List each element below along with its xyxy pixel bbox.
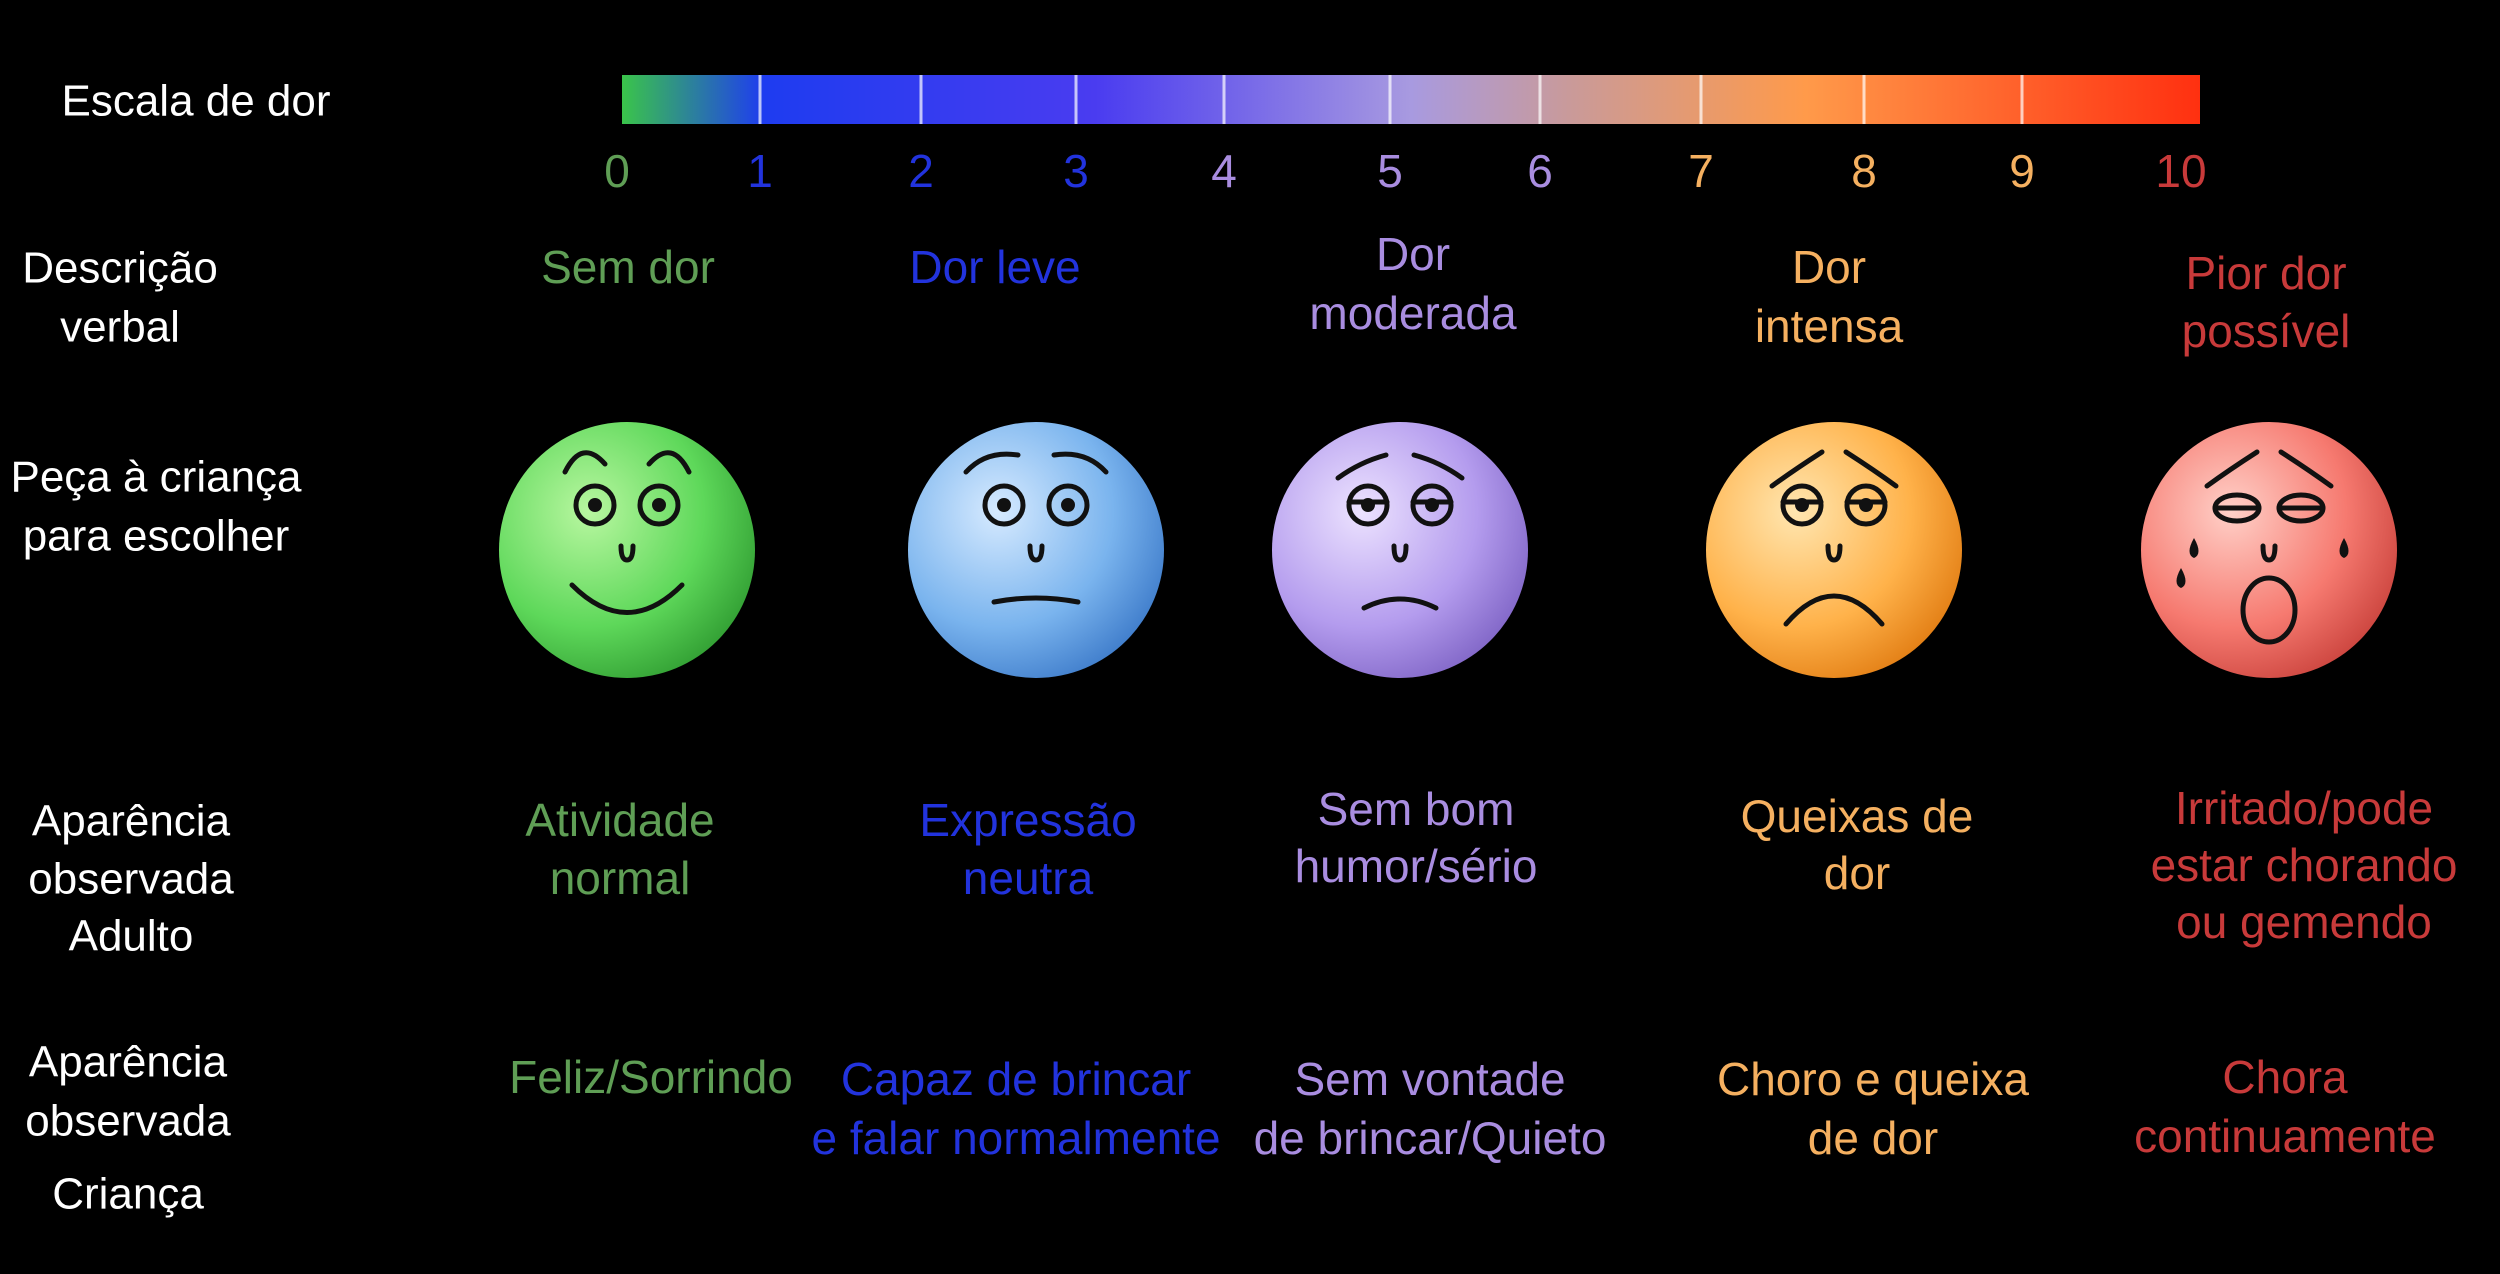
row-label: para escolher [23, 512, 290, 561]
scale-tick-label: 9 [2009, 145, 2035, 197]
face-tear [2339, 538, 2349, 558]
face-nose [1825, 543, 1843, 563]
scale-tick-label: 7 [1688, 145, 1714, 197]
pain-description: Sem dor [541, 241, 715, 293]
pain-description: Dor leve [909, 241, 1080, 293]
row-label: observada [25, 1097, 231, 1146]
row-label: Criança [52, 1170, 204, 1219]
face-brows [1335, 452, 1465, 481]
row-label: Aparência [32, 797, 231, 846]
face-brows [1769, 449, 1899, 489]
child-appearance: de dor [1808, 1112, 1938, 1164]
scale-tick-label: 1 [747, 145, 773, 197]
adult-appearance: normal [550, 852, 691, 904]
face-mouth [569, 582, 685, 615]
face-eye [1844, 483, 1888, 527]
face-pupil [588, 498, 602, 512]
pain-description: intensa [1755, 300, 1904, 352]
adult-appearance: Sem bom [1318, 783, 1515, 835]
face-disc [908, 422, 1164, 678]
adult-appearance: Expressão [919, 794, 1136, 846]
row-label: observada [28, 855, 234, 904]
row-label: Adulto [69, 912, 194, 961]
face-mouth [991, 595, 1081, 605]
face-brows [2204, 449, 2334, 489]
face-pupil [1061, 498, 1075, 512]
adult-appearance: Irritado/pode [2175, 782, 2433, 834]
face-disc [499, 422, 755, 678]
face-brows [562, 450, 692, 475]
face-mouth [1361, 596, 1439, 611]
face-nose [1027, 543, 1045, 563]
face-eye [1410, 483, 1454, 527]
face-tear [2176, 568, 2186, 588]
row-label: Descrição [22, 244, 218, 293]
scale-title: Escala de dor [61, 77, 330, 126]
face-eye [1780, 483, 1824, 527]
row-label: verbal [60, 303, 180, 352]
adult-appearance: dor [1824, 847, 1890, 899]
child-appearance: Sem vontade [1294, 1053, 1565, 1105]
scale-tick-label: 6 [1527, 145, 1553, 197]
row-label: Peça à criança [10, 453, 302, 502]
adult-appearance: neutra [963, 852, 1094, 904]
face-eye [1346, 483, 1390, 527]
face-pupil [997, 498, 1011, 512]
face-eye [982, 483, 1026, 527]
face-brows [963, 451, 1109, 475]
child-appearance: de brincar/Quieto [1254, 1112, 1607, 1164]
adult-appearance: Atividade [525, 794, 714, 846]
face [1272, 422, 1528, 678]
face-disc [1706, 422, 1962, 678]
scale-bar [622, 75, 2200, 124]
scale-tick-label: 0 [604, 145, 630, 197]
face-tear [2189, 538, 2199, 558]
face-eye [1046, 483, 1090, 527]
face-mouth [2240, 575, 2298, 645]
pain-description: Dor [1376, 228, 1450, 280]
face-mouth [1783, 593, 1885, 627]
child-appearance: Chora [2222, 1051, 2348, 1103]
scale-tick-label: 5 [1377, 145, 1403, 197]
face-nose [1391, 543, 1409, 563]
face [908, 422, 1164, 678]
face-nose [2260, 543, 2278, 563]
scale-tick-label: 10 [2155, 145, 2206, 197]
adult-appearance: Queixas de [1741, 790, 1974, 842]
adult-appearance: estar chorando [2151, 839, 2458, 891]
child-appearance: Capaz de brincar [841, 1053, 1191, 1105]
child-appearance: Choro e queixa [1717, 1053, 2029, 1105]
scale-tick-label: 4 [1211, 145, 1237, 197]
pain-description: Dor [1792, 241, 1866, 293]
scale-tick-label: 3 [1063, 145, 1089, 197]
face [2141, 422, 2397, 678]
scale-tick-label: 2 [908, 145, 934, 197]
pain-description: Pior dor [2185, 247, 2346, 299]
face [1706, 422, 1962, 678]
pain-description: moderada [1309, 287, 1517, 339]
face-pupil [652, 498, 666, 512]
faces [499, 422, 2397, 678]
face-eye [573, 483, 617, 527]
row-label: Aparência [29, 1038, 228, 1087]
pain-description: possível [2182, 305, 2351, 357]
scale-tick-label: 8 [1851, 145, 1877, 197]
face-nose [618, 543, 636, 563]
adult-appearance: ou gemendo [2176, 896, 2432, 948]
child-appearance: continuamente [2134, 1110, 2436, 1162]
face-eye [637, 483, 681, 527]
face [499, 422, 755, 678]
face-disc [1272, 422, 1528, 678]
adult-appearance: humor/sério [1295, 840, 1538, 892]
child-appearance: e falar normalmente [811, 1112, 1220, 1164]
child-appearance: Feliz/Sorrindo [509, 1051, 793, 1103]
